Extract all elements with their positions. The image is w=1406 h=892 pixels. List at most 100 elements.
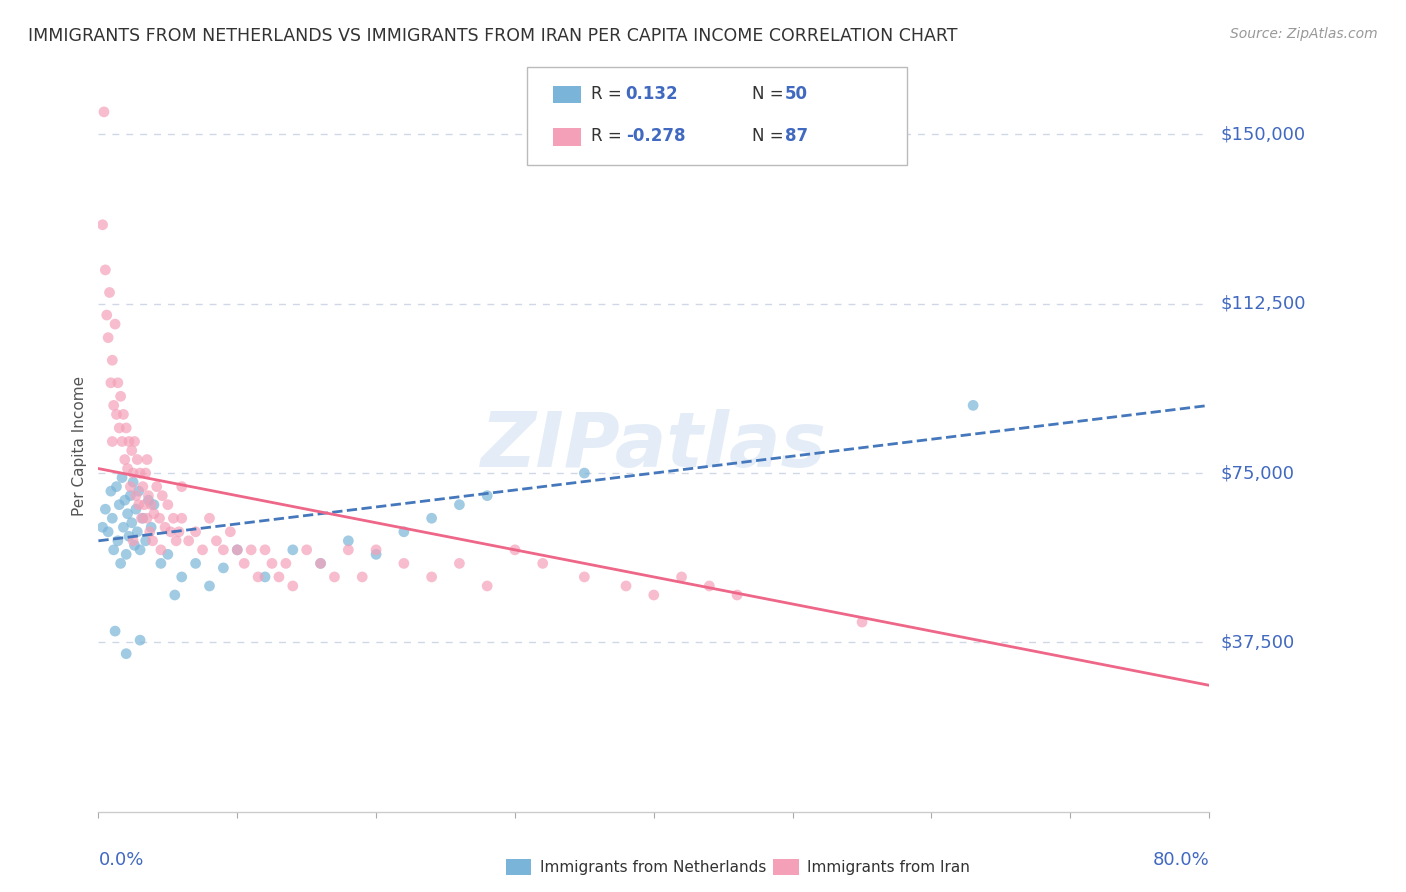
Text: ZIPatlas: ZIPatlas <box>481 409 827 483</box>
Point <box>111 434 134 449</box>
Text: 0.132: 0.132 <box>626 85 678 103</box>
Point <box>135 466 157 480</box>
Point <box>725 588 748 602</box>
Point <box>120 480 142 494</box>
Point <box>115 547 138 561</box>
Text: -0.278: -0.278 <box>626 128 685 145</box>
Point <box>177 533 200 548</box>
Point <box>129 542 152 557</box>
Point <box>128 484 150 499</box>
Point <box>96 308 118 322</box>
Point <box>392 557 415 571</box>
Point <box>212 542 235 557</box>
Point <box>254 570 277 584</box>
Point <box>129 466 152 480</box>
Point <box>163 588 186 602</box>
Point <box>198 579 221 593</box>
Point <box>366 547 388 561</box>
Point <box>101 511 124 525</box>
Point <box>281 542 304 557</box>
Point <box>97 331 120 345</box>
Point <box>156 547 179 561</box>
Point <box>118 529 141 543</box>
Text: $150,000: $150,000 <box>1220 126 1305 144</box>
Point <box>574 466 596 480</box>
Point <box>138 489 160 503</box>
Point <box>352 570 374 584</box>
Point <box>104 624 127 639</box>
Point <box>531 557 554 571</box>
Point <box>962 398 984 412</box>
Point <box>198 511 221 525</box>
Point <box>149 557 172 571</box>
Point <box>143 498 166 512</box>
Point <box>212 561 235 575</box>
Point <box>110 389 132 403</box>
Point <box>122 466 145 480</box>
Point <box>337 533 360 548</box>
Point <box>149 542 172 557</box>
Point <box>420 570 443 584</box>
Point <box>110 557 132 571</box>
Point <box>295 542 318 557</box>
Point <box>125 502 148 516</box>
Point <box>120 489 142 503</box>
Point <box>107 533 129 548</box>
Point <box>105 408 128 422</box>
Point <box>104 317 127 331</box>
Text: Immigrants from Netherlands: Immigrants from Netherlands <box>540 860 766 874</box>
Point <box>366 542 388 557</box>
Point <box>226 542 249 557</box>
Point <box>420 511 443 525</box>
Text: N =: N = <box>752 128 789 145</box>
Text: $37,500: $37,500 <box>1220 633 1295 651</box>
Point <box>131 511 153 525</box>
Point <box>139 524 162 539</box>
Text: 87: 87 <box>785 128 807 145</box>
Point <box>392 524 415 539</box>
Point <box>100 484 122 499</box>
Point <box>136 452 159 467</box>
Point <box>170 511 193 525</box>
Text: R =: R = <box>591 85 627 103</box>
Point <box>134 498 156 512</box>
Point <box>205 533 228 548</box>
Point <box>170 570 193 584</box>
Point <box>124 538 146 552</box>
Point <box>112 408 135 422</box>
Point <box>281 579 304 593</box>
Point <box>129 633 152 648</box>
Point <box>122 533 145 548</box>
Point <box>108 498 131 512</box>
Point <box>115 647 138 661</box>
Point <box>122 475 145 489</box>
Point <box>165 533 187 548</box>
Point <box>132 480 155 494</box>
Point <box>184 557 207 571</box>
Point <box>145 480 167 494</box>
Point <box>167 524 190 539</box>
Point <box>125 489 148 503</box>
Point <box>475 579 499 593</box>
Point <box>138 493 160 508</box>
Point <box>240 542 263 557</box>
Text: Immigrants from Iran: Immigrants from Iran <box>807 860 970 874</box>
Text: 0.0%: 0.0% <box>98 851 143 869</box>
Point <box>141 520 163 534</box>
Point <box>260 557 283 571</box>
Point <box>337 542 360 557</box>
Point <box>118 434 141 449</box>
Point <box>143 507 166 521</box>
Point <box>101 434 124 449</box>
Point <box>309 557 332 571</box>
Point <box>449 498 471 512</box>
Point <box>101 353 124 368</box>
Point <box>156 498 179 512</box>
Point <box>184 524 207 539</box>
Point <box>170 480 193 494</box>
Point <box>150 489 173 503</box>
Point <box>614 579 637 593</box>
Point <box>503 542 526 557</box>
Point <box>475 489 499 503</box>
Point <box>153 520 176 534</box>
